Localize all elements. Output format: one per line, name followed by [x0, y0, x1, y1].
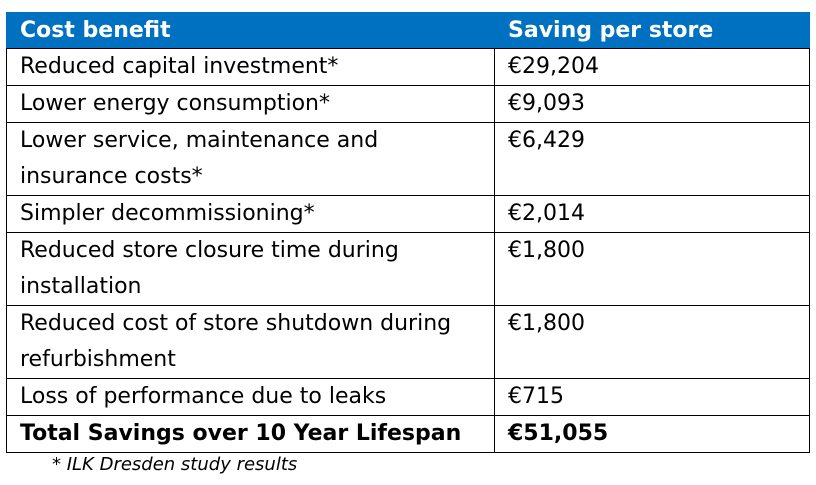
- table-row: Simpler decommissioning* €2,014: [6, 195, 810, 233]
- total-row: Total Savings over 10 Year Lifespan €51,…: [6, 415, 810, 453]
- table-row: Reduced store closure time during instal…: [6, 232, 810, 306]
- cost-benefit-table: Cost benefit Saving per store Reduced ca…: [6, 12, 810, 453]
- saving-cell: €6,429: [494, 122, 810, 196]
- saving-cell: €9,093: [494, 85, 810, 123]
- saving-cell: €29,204: [494, 48, 810, 86]
- table-row: Loss of performance due to leaks €715: [6, 378, 810, 416]
- cost-benefit-cell: Reduced cost of store shutdown during re…: [6, 305, 495, 379]
- saving-cell: €715: [494, 378, 810, 416]
- header-cost-benefit: Cost benefit: [6, 12, 495, 49]
- saving-cell: €2,014: [494, 195, 810, 233]
- table-row: Reduced cost of store shutdown during re…: [6, 305, 810, 379]
- cost-benefit-cell: Reduced capital investment*: [6, 48, 495, 86]
- total-label-cell: Total Savings over 10 Year Lifespan: [6, 415, 495, 453]
- cost-benefit-cell: Reduced store closure time during instal…: [6, 232, 495, 306]
- cost-benefit-cell: Lower service, maintenance and insurance…: [6, 122, 495, 196]
- header-saving-per-store: Saving per store: [494, 12, 810, 49]
- table-row: Lower energy consumption* €9,093: [6, 85, 810, 123]
- table-row: Reduced capital investment* €29,204: [6, 48, 810, 86]
- cost-benefit-cell: Lower energy consumption*: [6, 85, 495, 123]
- total-saving-cell: €51,055: [494, 415, 810, 453]
- table-row: Lower service, maintenance and insurance…: [6, 122, 810, 196]
- cost-benefit-cell: Simpler decommissioning*: [6, 195, 495, 233]
- table-header-row: Cost benefit Saving per store: [6, 12, 810, 49]
- cost-benefit-table-container: Cost benefit Saving per store Reduced ca…: [6, 12, 810, 453]
- saving-cell: €1,800: [494, 305, 810, 379]
- cost-benefit-cell: Loss of performance due to leaks: [6, 378, 495, 416]
- saving-cell: €1,800: [494, 232, 810, 306]
- study-footnote: * ILK Dresden study results: [52, 454, 298, 475]
